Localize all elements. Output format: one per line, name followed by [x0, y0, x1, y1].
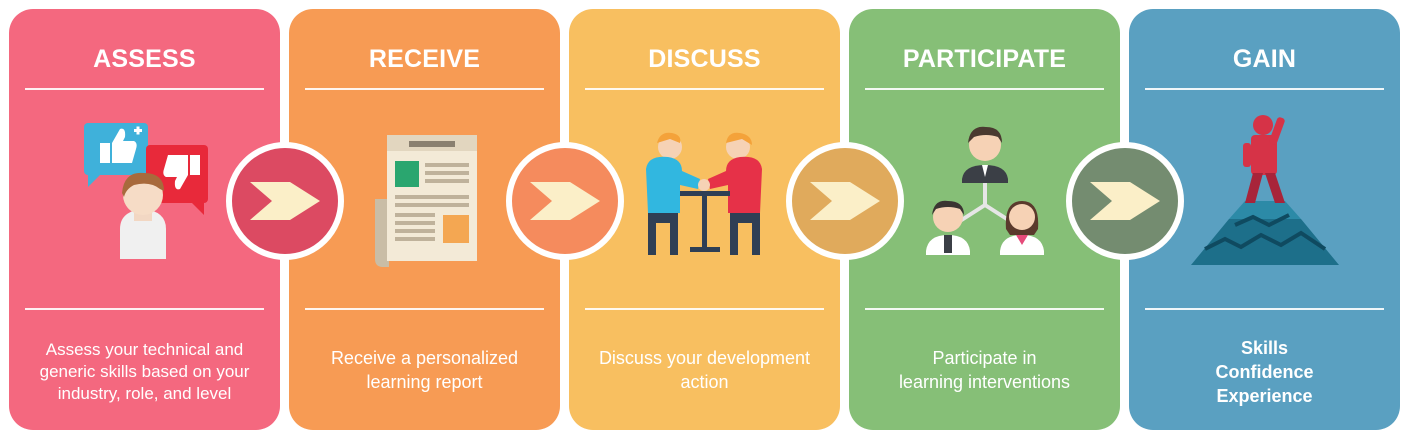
divider — [305, 88, 544, 90]
report-document-icon — [289, 109, 560, 289]
arrow-right-icon — [1090, 182, 1160, 220]
description-line: generic skills based on your — [39, 362, 250, 381]
arrow-right-icon — [530, 182, 600, 220]
divider — [1145, 88, 1384, 90]
description-line: Discuss your development — [598, 348, 811, 368]
team-network-icon — [849, 109, 1120, 289]
step-title: GAIN — [1232, 45, 1297, 73]
step-description: Assess your technical and generic skills… — [23, 339, 266, 405]
divider — [865, 308, 1104, 310]
step-connector — [226, 142, 344, 260]
divider — [25, 88, 264, 90]
description-line: learning interventions — [898, 372, 1071, 392]
step-title: ASSESS — [93, 45, 196, 73]
step-connector — [1066, 142, 1184, 260]
description-line: action — [680, 372, 729, 392]
divider — [25, 308, 264, 310]
arrow-right-icon — [810, 182, 880, 220]
description-line: Participate in — [932, 348, 1037, 368]
description-line: Receive a personalized — [330, 348, 519, 368]
step-title: RECEIVE — [368, 45, 481, 73]
meeting-table-icon — [569, 109, 840, 289]
divider — [585, 308, 824, 310]
step-connector — [786, 142, 904, 260]
description-line: Assess your technical and — [45, 340, 244, 359]
step-description: Participate in learning interventions — [863, 346, 1106, 394]
feedback-person-icon — [9, 109, 280, 289]
divider — [1145, 308, 1384, 310]
step-connector — [506, 142, 624, 260]
description-line: industry, role, and level — [57, 384, 232, 403]
description-line: Experience — [1216, 386, 1313, 406]
arrow-right-icon — [250, 182, 320, 220]
step-description: Receive a personalized learning report — [303, 346, 546, 394]
description-line: learning report — [366, 372, 483, 392]
divider — [865, 88, 1104, 90]
description-line: Confidence — [1215, 362, 1314, 382]
step-title: PARTICIPATE — [902, 45, 1067, 73]
description-line: Skills — [1240, 338, 1289, 358]
step-description: Discuss your development action — [583, 346, 826, 394]
divider — [585, 88, 824, 90]
step-title: DISCUSS — [648, 45, 761, 73]
step-description: Skills Confidence Experience — [1143, 336, 1386, 408]
summit-achievement-icon — [1129, 109, 1400, 289]
divider — [305, 308, 544, 310]
